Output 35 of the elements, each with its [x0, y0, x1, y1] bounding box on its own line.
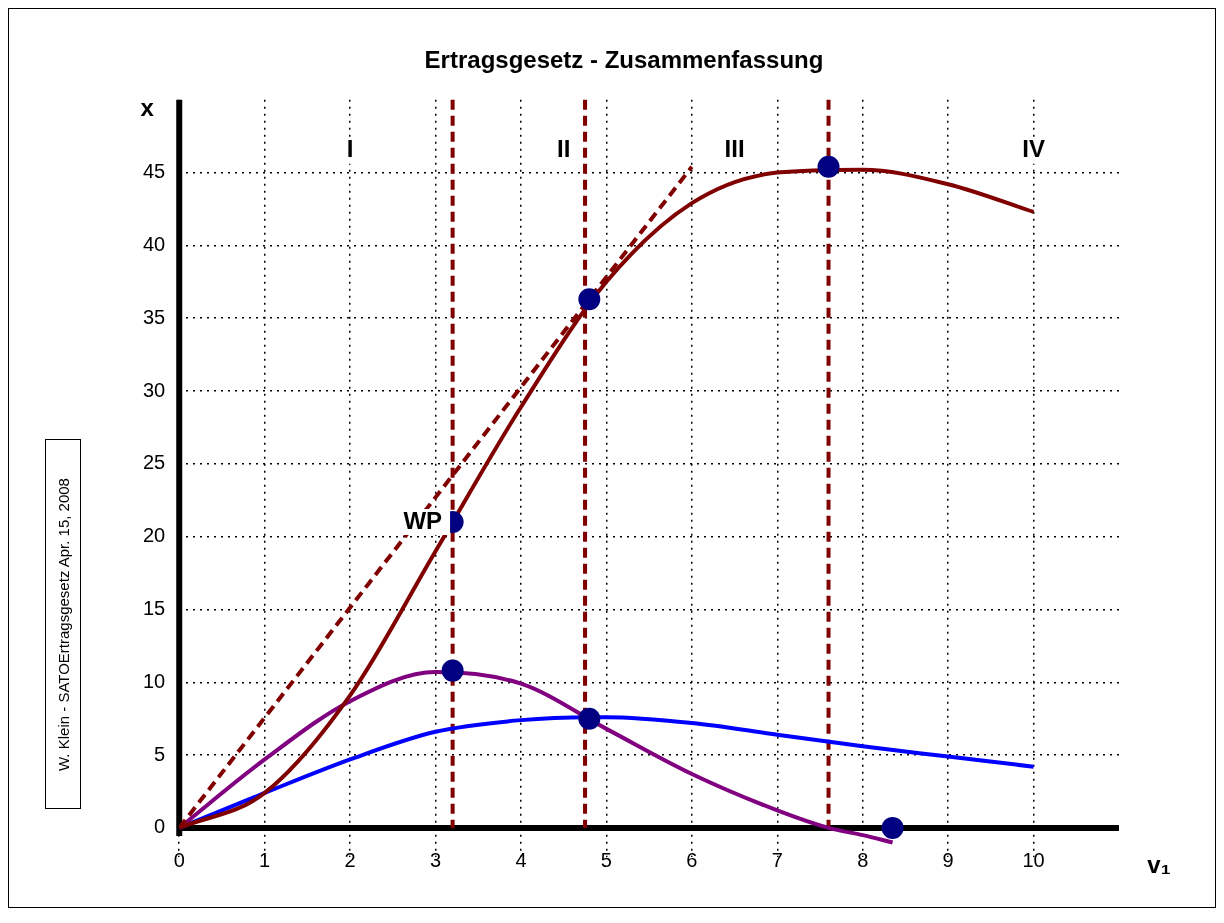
- point: [881, 816, 904, 839]
- annotation: I: [346, 135, 354, 163]
- y-tick-label: 10: [143, 669, 166, 692]
- y-tick-label: 35: [143, 305, 166, 328]
- x-tick-label: 5: [600, 849, 612, 872]
- y-tick-label: 40: [143, 232, 166, 255]
- x-tick-label: 10: [1022, 849, 1045, 872]
- y-tick-label: 20: [143, 524, 166, 547]
- point: [578, 707, 601, 730]
- annotation: IV: [1022, 135, 1045, 163]
- x-axis-title: v₁: [1147, 850, 1171, 878]
- x-tick-label: 8: [857, 849, 869, 872]
- annotation: III: [724, 135, 745, 163]
- point: [817, 155, 840, 178]
- annotation: II: [557, 135, 571, 163]
- annotation: WP: [403, 506, 443, 534]
- x-tick-label: 1: [259, 849, 271, 872]
- y-tick-label: 0: [154, 815, 166, 838]
- x-tick-label: 9: [942, 849, 954, 872]
- y-tick-label: 30: [143, 378, 166, 401]
- y-tick-label: 5: [154, 742, 166, 765]
- x-tick-label: 7: [771, 849, 783, 872]
- text: W. Klein - SATOErtragsgesetz Apr. 15, 2008: [54, 477, 72, 771]
- x-tick-label: 4: [515, 849, 527, 872]
- y-tick-label: 25: [143, 451, 166, 474]
- y-tick-label: 15: [143, 596, 166, 619]
- x-tick-label: 6: [686, 849, 698, 872]
- chart-title: Ertragsgesetz - Zusammenfassung: [424, 46, 824, 74]
- point: [441, 659, 464, 682]
- y-tick-label: 45: [143, 160, 166, 183]
- x-tick-label: 3: [429, 849, 442, 872]
- y-axis-title: x: [140, 94, 155, 122]
- x-tick-label: 2: [344, 849, 356, 872]
- point: [578, 288, 601, 311]
- x-tick-label: 0: [173, 849, 185, 872]
